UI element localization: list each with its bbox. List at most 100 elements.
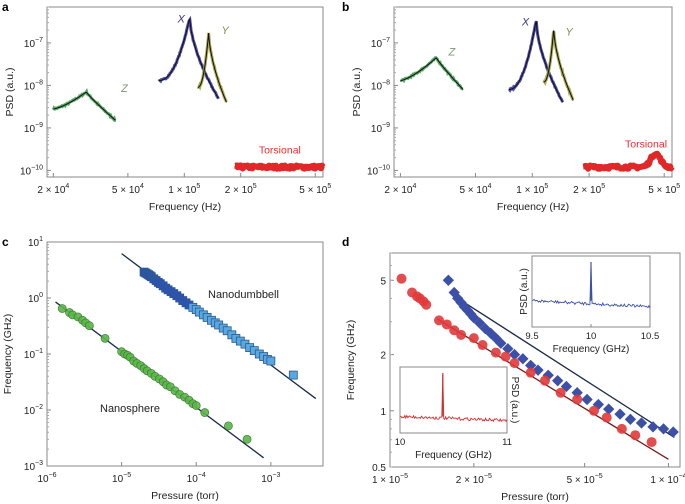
panel-letter-a: a: [2, 0, 9, 14]
tick-mantissa: 1 × 10: [372, 475, 401, 486]
x-tick-label: 10−6: [37, 472, 56, 485]
data-point-circle: [468, 333, 479, 344]
tick-exponent: −6: [49, 472, 57, 479]
x-axis-label: Pressure (torr): [501, 491, 569, 503]
x-tick-label: 2 × 105: [573, 183, 605, 196]
y-tick-label: 10−8: [371, 79, 390, 92]
inset-x-tick-label: 10: [586, 331, 597, 342]
series-label-z: Z: [448, 47, 457, 59]
tick-exponent: 4: [488, 183, 492, 190]
data-point-circle: [572, 394, 583, 405]
fit-curve-z: [400, 57, 464, 90]
tick-exponent: 1: [39, 236, 43, 243]
tick-mantissa: 2 × 10: [456, 475, 485, 486]
tick-exponent: −5: [595, 473, 603, 480]
tick-mantissa: 10: [24, 81, 36, 92]
data-point-diamond: [667, 426, 679, 438]
data-point-diamond: [442, 274, 455, 286]
panel-b: 2 × 104 5 × 104 1 × 105 2 × 105 5 × 10510−71…: [351, 6, 680, 213]
tick-exponent: −8: [382, 79, 390, 86]
tick-mantissa: 0.5: [372, 463, 386, 474]
y-tick-label: 0.5: [372, 463, 386, 474]
data-point-circle: [456, 329, 467, 340]
inset-frame: [399, 366, 508, 434]
tick-exponent: −5: [484, 473, 492, 480]
tick-mantissa: 1 × 10: [516, 185, 545, 196]
y-axis-label: Frequency (GHz): [2, 314, 14, 395]
y-tick-label: 1: [380, 407, 386, 418]
y-tick-label: 10−1: [24, 348, 43, 361]
data-point-circle: [539, 375, 550, 386]
x-tick-label: 5 × 104: [112, 183, 144, 196]
data-point-circle: [421, 299, 432, 310]
tick-exponent: −2: [35, 404, 43, 411]
plot-frame: [46, 241, 324, 467]
y-tick-label: 2: [380, 351, 386, 362]
data-point-circle: [396, 273, 407, 284]
y-tick-label: 10−2: [24, 404, 43, 417]
psd-trace-z: [399, 56, 464, 91]
tick-exponent: −5: [400, 473, 408, 480]
tick-mantissa: 10: [24, 350, 36, 361]
data-point-circle: [100, 333, 110, 343]
x-axis-label: Frequency (Hz): [149, 201, 221, 213]
data-point-diamond: [474, 317, 486, 329]
tick-exponent: −10: [378, 164, 390, 171]
annotation-nanosphere: Nanosphere: [100, 403, 160, 415]
annotation-nanodumbbell: Nanodumbbell: [208, 289, 279, 301]
tick-mantissa: 10: [24, 406, 36, 417]
tick-mantissa: 5 × 10: [299, 185, 328, 196]
inset-y-axis-label: PSD (a.u.): [519, 268, 530, 315]
tick-mantissa: 10: [261, 474, 273, 485]
tick-mantissa: 1 × 10: [168, 185, 197, 196]
tick-exponent: −4: [198, 472, 206, 479]
fit-curve-y: [197, 33, 227, 103]
panel-letter-c: c: [2, 235, 9, 249]
tick-mantissa: 2 × 10: [384, 185, 413, 196]
x-axis-label: Pressure (torr): [151, 490, 219, 502]
tick-exponent: 4: [412, 183, 416, 190]
tick-mantissa: 10: [24, 462, 36, 473]
tick-mantissa: 2: [380, 351, 386, 362]
series-label-z: Z: [120, 83, 129, 95]
series-label-y: Y: [566, 26, 574, 38]
data-point-square: [288, 370, 298, 380]
tick-mantissa: 2 × 10: [225, 185, 254, 196]
data-point-diamond: [624, 413, 637, 425]
y-tick-label: 10−3: [24, 460, 43, 473]
x-tick-label: 2 × 104: [384, 183, 416, 196]
data-point-circle: [616, 423, 627, 434]
x-tick-label: 5 × 104: [459, 183, 491, 196]
y-axis-label: PSD (a.u.): [351, 67, 363, 116]
tick-exponent: 5: [327, 183, 331, 190]
data-point-circle: [477, 340, 488, 351]
inset-y-axis-label: PSD (a.u.): [509, 377, 520, 424]
data-point-circle: [509, 358, 520, 369]
panel-c: 10−6 10−5 10−4 10−310110010−110−210−3Pressu…: [2, 236, 324, 502]
y-tick-label: 10−9: [371, 122, 390, 135]
tick-exponent: −7: [35, 37, 43, 44]
tick-mantissa: 1: [380, 407, 386, 418]
data-point-diamond: [525, 359, 537, 372]
data-point-circle: [441, 319, 452, 330]
tick-exponent: 4: [140, 183, 144, 190]
series-label-torsional: Torsional: [625, 138, 667, 150]
y-axis-label: PSD (a.u.): [4, 67, 16, 116]
tick-mantissa: 5 × 10: [648, 185, 677, 196]
y-axis-label: Frequency (GHz): [345, 320, 357, 401]
x-tick-label: 10−3: [261, 472, 280, 485]
tick-exponent: −9: [382, 122, 390, 129]
data-point-diamond: [614, 408, 626, 420]
panel-letter-d: d: [342, 235, 349, 249]
tick-mantissa: 10: [371, 39, 383, 50]
x-tick-label: 1 × 10−4: [650, 473, 685, 486]
tick-exponent: 5: [544, 183, 548, 190]
x-tick-label: 2 × 104: [37, 183, 69, 196]
x-tick-label: 2 × 105: [225, 183, 257, 196]
tick-exponent: 5: [601, 183, 605, 190]
y-tick-label: 10−10: [367, 164, 390, 177]
tick-mantissa: 5 × 10: [567, 475, 596, 486]
x-tick-label: 1 × 10−5: [372, 473, 408, 486]
inset-spectrum-1: 9.5 10 10.5 Frequency (GHz) PSD (a.u.): [519, 255, 659, 355]
